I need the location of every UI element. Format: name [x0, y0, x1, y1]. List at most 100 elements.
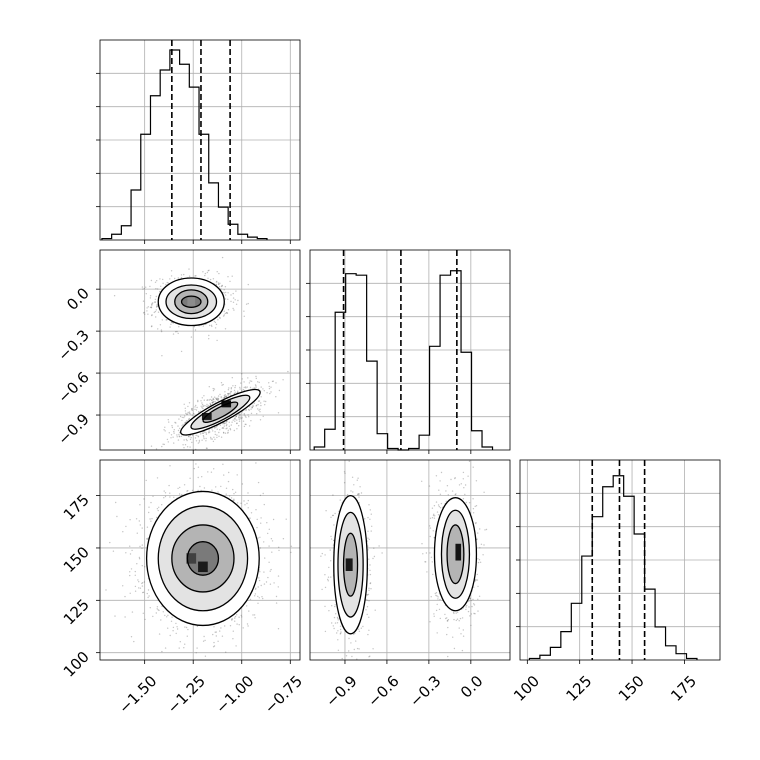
- sample-point: [142, 591, 145, 593]
- sample-point: [213, 458, 214, 459]
- sample-point: [252, 404, 254, 406]
- sample-point: [240, 502, 242, 504]
- sample-point: [181, 419, 183, 422]
- sample-point: [247, 377, 249, 379]
- sample-point: [232, 630, 234, 632]
- sample-point: [173, 442, 175, 444]
- sample-point: [158, 506, 160, 508]
- sample-point: [263, 390, 265, 392]
- sample-point: [217, 283, 220, 285]
- sample-point: [215, 631, 217, 633]
- sample-point: [240, 614, 242, 617]
- sample-point: [203, 399, 205, 401]
- sample-point: [125, 525, 127, 528]
- sample-point: [142, 288, 144, 290]
- sample-point: [208, 431, 210, 433]
- panel-frame: [99, 39, 301, 241]
- sample-point: [201, 402, 203, 404]
- sample-point: [199, 485, 201, 488]
- sample-point: [158, 609, 160, 612]
- sample-point: [223, 292, 225, 294]
- sample-point: [365, 664, 366, 665]
- sample-point: [170, 323, 172, 325]
- sample-point: [198, 411, 200, 413]
- sample-point: [351, 655, 353, 658]
- sample-point: [188, 436, 190, 438]
- sample-point: [227, 389, 230, 391]
- sample-point: [156, 516, 158, 519]
- sample-point: [225, 395, 227, 397]
- sample-point: [225, 420, 228, 423]
- sample-point: [438, 505, 440, 508]
- sample-point: [367, 516, 369, 519]
- sample-point: [258, 597, 260, 599]
- sample-point: [155, 612, 157, 614]
- sample-point: [227, 431, 229, 433]
- sample-point: [181, 425, 183, 427]
- sample-point: [277, 628, 280, 630]
- sample-point: [220, 396, 222, 398]
- sample-point: [321, 588, 323, 591]
- sample-point: [332, 514, 334, 517]
- sample-point: [367, 530, 369, 532]
- sample-point: [368, 538, 370, 541]
- sample-point: [211, 399, 213, 401]
- sample-point: [219, 630, 221, 632]
- sample-point: [226, 420, 228, 423]
- sample-point: [135, 518, 138, 520]
- sample-point: [268, 545, 270, 547]
- contour-line: [186, 541, 220, 576]
- sample-point: [369, 582, 372, 584]
- sample-point: [162, 278, 164, 281]
- sample-point: [150, 279, 153, 282]
- sample-point: [240, 382, 242, 384]
- sample-point: [434, 515, 436, 517]
- sample-point: [476, 573, 478, 576]
- sample-point: [217, 491, 219, 493]
- sample-point: [188, 417, 190, 420]
- sample-point: [191, 414, 193, 416]
- sample-point: [200, 433, 202, 435]
- sample-point: [144, 566, 146, 568]
- sample-point: [186, 439, 188, 442]
- sample-point: [173, 496, 175, 498]
- sample-point: [238, 418, 240, 420]
- sample-point: [170, 620, 173, 622]
- sample-point: [213, 398, 215, 401]
- sample-point: [268, 382, 270, 384]
- scatter-panel-p1-p3: [96, 458, 301, 664]
- sample-point: [165, 283, 167, 286]
- sample-point: [149, 306, 152, 308]
- sample-point: [424, 561, 426, 563]
- sample-point: [334, 605, 336, 608]
- sample-point: [223, 425, 225, 427]
- sample-point: [247, 499, 249, 502]
- sample-point: [242, 388, 245, 391]
- sample-point: [215, 635, 217, 637]
- sample-point: [178, 647, 180, 649]
- sample-point: [228, 421, 230, 423]
- sample-point: [324, 574, 326, 576]
- sample-point: [476, 579, 479, 581]
- sample-point: [200, 400, 202, 402]
- sample-point: [247, 302, 249, 305]
- sample-point: [249, 406, 251, 408]
- sample-point: [472, 508, 475, 510]
- sample-point: [143, 288, 146, 290]
- sample-point: [360, 492, 363, 494]
- sample-point: [215, 486, 217, 488]
- sample-point: [177, 429, 180, 432]
- sample-point: [239, 418, 241, 420]
- sample-point: [232, 292, 234, 295]
- sample-point: [259, 571, 261, 573]
- sample-point: [230, 497, 233, 499]
- sample-point: [222, 427, 224, 429]
- sample-point: [332, 625, 334, 627]
- sample-point: [212, 633, 214, 636]
- sample-point: [209, 431, 211, 433]
- sample-point: [224, 422, 226, 425]
- sample-point: [260, 584, 262, 587]
- sample-point: [188, 411, 191, 413]
- sample-point: [191, 434, 194, 436]
